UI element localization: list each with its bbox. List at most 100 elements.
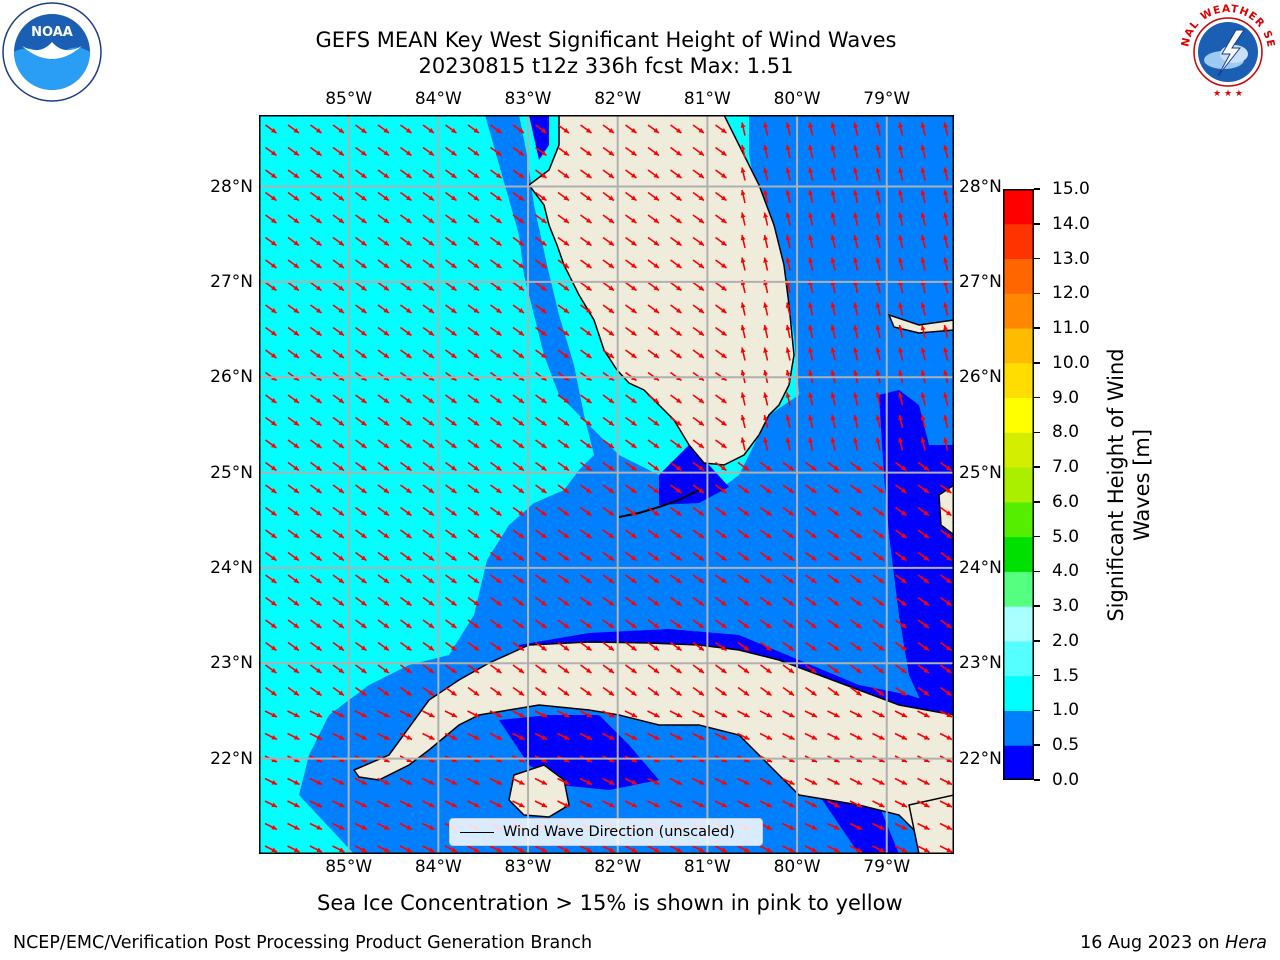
wave-direction-arrowhead (698, 780, 705, 785)
wave-direction-arrowhead (406, 757, 412, 762)
wave-direction-arrowhead (271, 780, 277, 785)
wave-direction-arrowhead (945, 488, 952, 493)
wave-direction-arrowhead (675, 308, 682, 313)
wave-direction-arrowhead (675, 420, 682, 426)
wave-direction-arrowhead (405, 555, 412, 561)
wave-direction-arrowhead (293, 780, 300, 785)
wave-direction-arrowhead (608, 420, 614, 426)
wave-direction-arrowhead (788, 645, 794, 651)
wave-direction-arrowhead (743, 802, 750, 807)
wave-direction-arrowhead (383, 735, 390, 740)
wave-direction-arrowhead (496, 780, 502, 785)
wave-direction-arrowhead (608, 195, 614, 201)
wave-direction-arrowhead (495, 308, 502, 313)
wave-direction-arrowhead (293, 802, 300, 807)
wave-direction-arrowhead (808, 392, 814, 398)
wave-direction-arrowhead (271, 825, 277, 830)
lat-label-left: 27°N (210, 271, 253, 292)
wave-direction-arrowhead (833, 757, 840, 762)
wave-direction-arrowhead (495, 218, 502, 223)
wave-direction-arrowhead (720, 443, 727, 448)
wave-direction-arrowhead (383, 668, 389, 673)
wave-direction-arrowhead (698, 533, 704, 538)
wave-direction-arrowhead (405, 533, 412, 538)
colorbar-tick-mark (1034, 501, 1040, 503)
wave-direction-arrowhead (630, 285, 637, 291)
wave-direction-arrowhead (630, 150, 637, 156)
wave-direction-arrowhead (450, 240, 457, 246)
wave-direction-arrowhead (495, 128, 502, 133)
wave-direction-arrowhead (875, 122, 881, 128)
wave-direction-arrowhead (900, 690, 907, 696)
wave-direction-arrowhead (900, 488, 907, 493)
wave-direction-arrowhead (875, 415, 881, 421)
wave-direction-arrowhead (675, 488, 682, 493)
wave-direction-arrowhead (405, 690, 412, 696)
wave-direction-arrowhead (473, 240, 479, 246)
wave-direction-arrowhead (675, 330, 682, 336)
wave-direction-arrowhead (898, 257, 904, 263)
wave-direction-arrowhead (405, 510, 412, 516)
wave-direction-arrowhead (540, 308, 547, 313)
wave-direction-arrowhead (608, 353, 614, 358)
wave-direction-arrowhead (450, 645, 457, 651)
wave-direction-arrowhead (943, 167, 949, 173)
wave-direction-arrowhead (608, 465, 614, 471)
wave-direction-arrowhead (920, 302, 926, 308)
wave-direction-arrowhead (763, 415, 769, 421)
wave-direction-arrowhead (316, 780, 322, 785)
wave-direction-arrowhead (720, 150, 727, 156)
wave-direction-arrowhead (630, 443, 637, 448)
wave-direction-arrowhead (853, 145, 859, 151)
wave-direction-arrowhead (608, 757, 615, 762)
wave-direction-arrowhead (920, 370, 926, 376)
wave-direction-arrowhead (743, 645, 749, 651)
wave-direction-arrowhead (518, 780, 525, 785)
wave-direction-arrowhead (788, 578, 794, 583)
wave-direction-arrowhead (608, 645, 614, 651)
wave-direction-arrowhead (785, 302, 791, 308)
wave-direction-arrowhead (293, 263, 299, 268)
wave-direction-arrowhead (698, 218, 704, 223)
colorbar-label-line-1: Significant Height of Wind (1104, 348, 1128, 622)
wave-direction-arrowhead (406, 712, 412, 717)
wave-direction-arrowhead (563, 218, 569, 223)
wave-direction-arrowhead (338, 533, 344, 538)
wave-direction-arrowhead (585, 218, 592, 223)
wave-direction-arrowhead (540, 533, 547, 538)
title-line-2: 20230815 t12z 336h fcst Max: 1.51 (418, 54, 794, 78)
wave-direction-arrowhead (856, 757, 862, 762)
wave-direction-arrowhead (900, 510, 907, 516)
wave-direction-arrowhead (920, 235, 926, 241)
colorbar-segment (1003, 501, 1034, 538)
wave-direction-arrowhead (943, 190, 949, 196)
wave-direction-arrowhead (720, 218, 727, 223)
wave-direction-arrowhead (740, 122, 746, 128)
wave-direction-arrowhead (360, 465, 367, 471)
wave-direction-arrowhead (765, 645, 772, 651)
wave-direction-arrowhead (270, 645, 277, 651)
wave-direction-arrowhead (698, 195, 704, 201)
lat-label-left: 23°N (210, 653, 253, 674)
wave-direction-arrowhead (315, 218, 322, 223)
wave-direction-arrowhead (743, 600, 749, 606)
wave-direction-arrowhead (608, 398, 614, 403)
wave-direction-arrowhead (946, 825, 952, 830)
wave-direction-arrowhead (473, 735, 480, 740)
wave-direction-arrowhead (720, 645, 727, 651)
wave-direction-arrowhead (518, 128, 524, 133)
colorbar-segment (1003, 745, 1034, 781)
wave-direction-arrowhead (450, 420, 457, 426)
wave-direction-arrowhead (338, 218, 344, 223)
wave-direction-arrowhead (630, 533, 637, 538)
wave-direction-arrowhead (338, 645, 344, 651)
colorbar-segment (1003, 189, 1034, 225)
wave-direction-arrowhead (563, 398, 569, 403)
wave-direction-arrowhead (698, 285, 704, 291)
wave-direction-arrowhead (495, 600, 502, 606)
wave-direction-arrowhead (540, 645, 547, 651)
wave-direction-arrowhead (608, 443, 614, 448)
wave-direction-arrowhead (383, 398, 389, 403)
wave-direction-arrowhead (855, 600, 862, 606)
wave-direction-arrowhead (943, 347, 949, 353)
